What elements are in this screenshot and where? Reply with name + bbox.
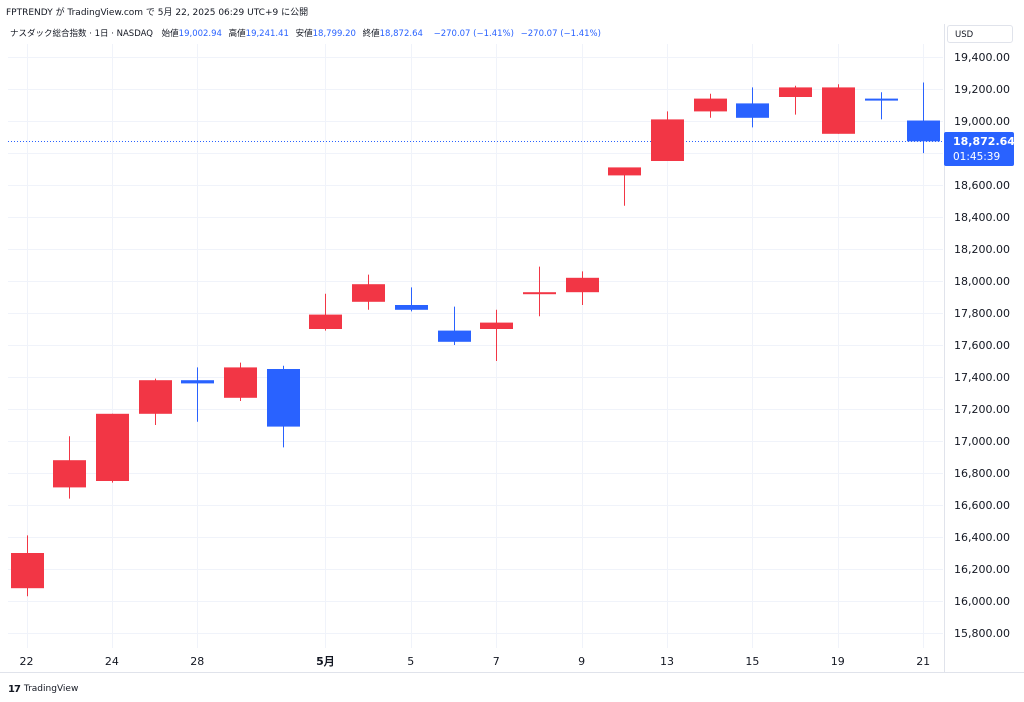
candle-body[interactable] (181, 380, 214, 384)
x-tick-label: 21 (916, 655, 930, 668)
open-value: 19,002.94 (178, 29, 222, 39)
open-label: 始値 (161, 29, 179, 39)
candle-body[interactable] (139, 380, 172, 414)
candle-body[interactable] (480, 322, 513, 329)
candle-body[interactable] (907, 120, 940, 142)
candle-body[interactable] (96, 413, 129, 481)
x-tick-label: 19 (831, 655, 845, 668)
y-tick-label: 16,000.00 (954, 595, 1010, 608)
candle-body[interactable] (224, 367, 257, 398)
bar-countdown: 01:45:39 (953, 151, 1000, 163)
candle-body[interactable] (309, 314, 342, 329)
y-tick-label: 17,600.00 (954, 339, 1010, 352)
candle-body[interactable] (352, 284, 385, 302)
tradingview-logo-icon: 17 (8, 683, 21, 695)
y-tick-label: 17,800.00 (954, 307, 1010, 320)
candle-body[interactable] (651, 119, 684, 161)
y-tick-label: 19,000.00 (954, 115, 1010, 128)
y-tick-label: 17,000.00 (954, 435, 1010, 448)
low-label: 安値 (295, 29, 313, 39)
y-tick-label: 18,200.00 (954, 243, 1010, 256)
last-price-value: 18,872.64 (953, 135, 1015, 148)
candle-body[interactable] (566, 277, 599, 293)
x-tick-label: 24 (105, 655, 119, 668)
brand-label: TradingView (23, 684, 79, 694)
close-value: 18,872.64 (379, 29, 423, 39)
y-tick-label: 16,400.00 (954, 531, 1010, 544)
x-tick-label: 5月 (316, 655, 335, 668)
y-tick-label: 16,800.00 (954, 467, 1010, 480)
x-tick-label: 13 (660, 655, 674, 668)
currency-label: USD (955, 30, 974, 40)
y-tick-label: 18,600.00 (954, 179, 1010, 192)
candle-body[interactable] (736, 103, 769, 118)
x-tick-label: 7 (493, 655, 500, 668)
publish-info: FPTRENDY が TradingView.com で 5月 22, 2025… (6, 5, 308, 19)
y-tick-label: 18,400.00 (954, 211, 1010, 224)
low-value: 18,799.20 (312, 29, 356, 39)
last-price-marker (944, 132, 1014, 166)
candle-body[interactable] (523, 292, 556, 295)
x-tick-label: 15 (745, 655, 759, 668)
high-label: 高値 (228, 29, 246, 39)
y-tick-label: 16,600.00 (954, 499, 1010, 512)
y-tick-label: 17,400.00 (954, 371, 1010, 384)
x-tick-label: 9 (578, 655, 585, 668)
y-tick-label: 18,000.00 (954, 275, 1010, 288)
y-tick-label: 15,800.00 (954, 627, 1010, 640)
candle-body[interactable] (779, 87, 812, 97)
candle-body[interactable] (694, 98, 727, 112)
candle-body[interactable] (11, 553, 44, 589)
symbol-name[interactable]: ナスダック総合指数 · 1日 · NASDAQ (10, 29, 153, 39)
candle-body[interactable] (865, 98, 898, 101)
x-tick-label: 5 (407, 655, 414, 668)
candle-body[interactable] (395, 305, 428, 310)
candle-body[interactable] (822, 87, 855, 134)
candle-body[interactable] (267, 369, 300, 427)
y-tick-label: 19,400.00 (954, 51, 1010, 64)
y-tick-label: 17,200.00 (954, 403, 1010, 416)
tradingview-brand[interactable]: 17 TradingView (8, 683, 78, 695)
candle-body[interactable] (438, 330, 471, 342)
close-label: 終値 (362, 29, 380, 39)
x-tick-label: 28 (190, 655, 204, 668)
change-value-2: −270.07 (−1.41%) (520, 29, 601, 39)
high-value: 19,241.41 (245, 29, 289, 39)
ohlc-legend: ナスダック総合指数 · 1日 · NASDAQ 始値19,002.94 高値19… (10, 27, 601, 39)
change-value: −270.07 (−1.41%) (433, 29, 514, 39)
currency-selector[interactable]: USD (947, 25, 1013, 43)
y-tick-label: 19,200.00 (954, 83, 1010, 96)
publish-line: FPTRENDY が TradingView.com で 5月 22, 2025… (6, 8, 309, 18)
candle-body[interactable] (53, 460, 86, 488)
y-tick-label: 16,200.00 (954, 563, 1010, 576)
x-tick-label: 22 (20, 655, 34, 668)
candle-body[interactable] (608, 167, 641, 176)
